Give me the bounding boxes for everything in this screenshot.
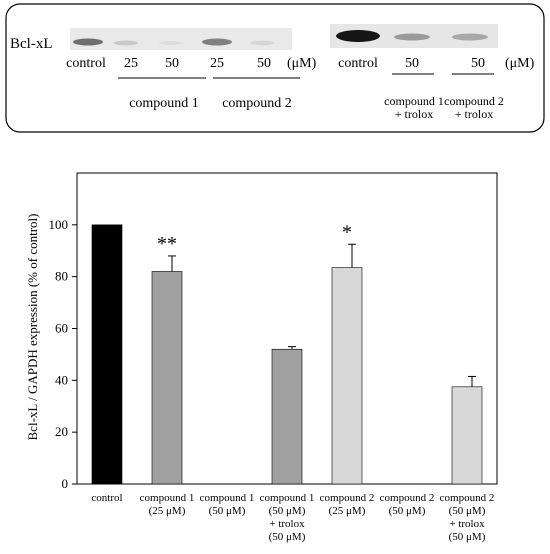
lane-label-left-c2-50: 50 bbox=[257, 56, 271, 71]
band-left-control bbox=[73, 38, 103, 46]
x-tick-label: (50 μM) bbox=[389, 505, 426, 517]
band-left-c2-25 bbox=[202, 38, 232, 46]
x-tick-label: compound 1 bbox=[260, 492, 315, 504]
x-tick-label: + trolox bbox=[449, 518, 485, 530]
x-tick-label: (50 μM) bbox=[269, 531, 306, 543]
band-left-c2-50 bbox=[250, 40, 274, 46]
x-tick-label: (50 μM) bbox=[449, 505, 486, 517]
band-right-c1-trolox bbox=[394, 33, 430, 41]
x-tick-label: compound 2 bbox=[440, 492, 495, 504]
group-label-c1-trolox-line1: compound 1 bbox=[384, 94, 444, 108]
lane-label-left-c1-50: 50 bbox=[165, 56, 179, 71]
y-axis: 0 20 40 60 80 100 bbox=[49, 217, 77, 491]
group-label-c1-trolox-line2: + trolox bbox=[395, 107, 433, 121]
y-tick-label: 40 bbox=[55, 372, 68, 387]
x-tick-label: (50 μM) bbox=[449, 531, 486, 543]
lane-label-left-control: control bbox=[66, 56, 106, 71]
bar bbox=[331, 267, 363, 485]
lane-label-left-c1-25: 25 bbox=[124, 56, 138, 71]
bar bbox=[451, 386, 483, 485]
lane-label-right-control: control bbox=[338, 56, 378, 71]
lane-label-right-c2-trolox: 50 bbox=[471, 56, 485, 71]
x-tick-label: control bbox=[91, 492, 122, 504]
band-right-c2-trolox bbox=[452, 33, 488, 41]
y-tick-label: 80 bbox=[55, 269, 68, 284]
bar bbox=[151, 271, 183, 485]
y-tick-label: 0 bbox=[62, 476, 69, 491]
unit-label-left: (μM) bbox=[287, 56, 317, 71]
x-tick-label: (25 μM) bbox=[329, 505, 366, 517]
y-tick-label: 100 bbox=[49, 217, 69, 232]
band-left-c1-50 bbox=[159, 41, 181, 45]
x-axis-labels: control compound 1(25 μM)compound 1(50 μM… bbox=[91, 492, 494, 543]
group-label-compound-1: compound 1 bbox=[129, 96, 199, 111]
x-tick-label: compound 2 bbox=[380, 492, 435, 504]
x-tick-label: (25 μM) bbox=[149, 505, 186, 517]
lane-label-left-c2-25: 25 bbox=[210, 56, 224, 71]
bar bbox=[271, 348, 303, 485]
bar-series: *** bbox=[91, 221, 483, 485]
y-axis-label: Bcl-xL / GAPDH expression (% of control) bbox=[25, 214, 40, 441]
group-label-c2-trolox-line1: compound 2 bbox=[444, 94, 504, 108]
y-tick-label: 20 bbox=[55, 424, 68, 439]
x-tick-label: compound 2 bbox=[320, 492, 375, 504]
x-tick-label: (50 μM) bbox=[209, 505, 246, 517]
lane-label-right-c1-trolox: 50 bbox=[405, 56, 419, 71]
y-tick-label: 60 bbox=[55, 321, 68, 336]
band-left-c1-25 bbox=[114, 40, 138, 46]
x-tick-label: compound 1 bbox=[200, 492, 255, 504]
blot-strip-left bbox=[70, 28, 292, 50]
x-tick-label: (50 μM) bbox=[269, 505, 306, 517]
band-right-control bbox=[336, 30, 380, 42]
x-tick-label: + trolox bbox=[269, 518, 305, 530]
blot-protein-label: Bcl-xL bbox=[10, 36, 53, 52]
x-tick-label: compound 1 bbox=[140, 492, 195, 504]
significance-marker: ** bbox=[157, 233, 177, 255]
significance-marker: * bbox=[342, 221, 352, 243]
group-label-c2-trolox-line2: + trolox bbox=[455, 107, 493, 121]
group-label-compound-2: compound 2 bbox=[222, 96, 292, 111]
bar bbox=[91, 224, 123, 485]
unit-label-right: (μM) bbox=[505, 56, 535, 71]
